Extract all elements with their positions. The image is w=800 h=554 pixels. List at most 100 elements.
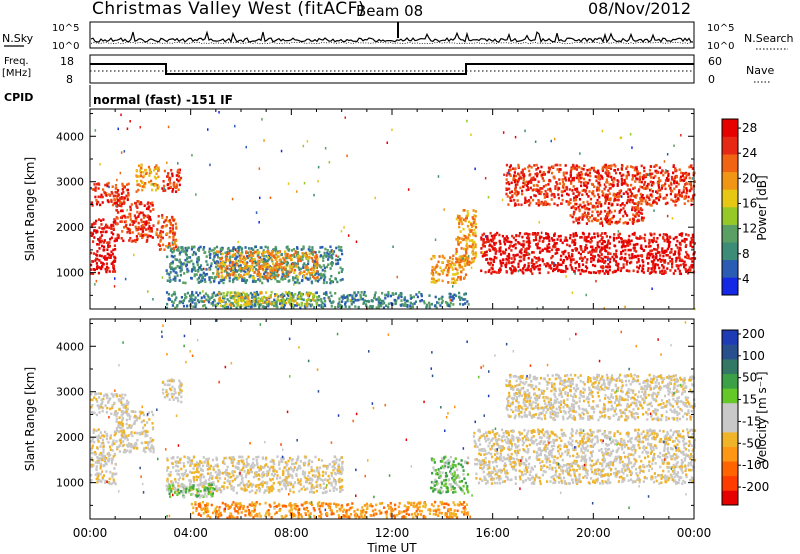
heat-cell — [627, 244, 630, 247]
heat-cell — [186, 257, 189, 260]
heat-cell — [109, 470, 112, 474]
heat-cell — [538, 246, 541, 250]
heat-cell — [205, 272, 209, 276]
heat-cell — [669, 236, 672, 239]
heat-cell — [466, 224, 470, 228]
heat-cell — [588, 208, 591, 211]
heat-cell — [292, 278, 295, 282]
heat-cell — [428, 306, 431, 309]
heat-cell — [648, 238, 651, 242]
heat-cell — [97, 472, 100, 475]
heat-cell — [266, 259, 269, 263]
heat-cell — [464, 302, 467, 305]
heat-cell — [120, 399, 123, 402]
heat-cell — [243, 259, 246, 262]
heat-cell — [178, 178, 181, 182]
heat-cell — [628, 218, 631, 221]
heat-cell — [162, 243, 165, 247]
heat-cell — [321, 245, 324, 249]
heat-cell — [387, 293, 390, 296]
heat-cell — [474, 243, 477, 246]
heat-cell — [658, 251, 661, 254]
heat-cell — [325, 254, 328, 258]
heat-cell — [124, 405, 127, 408]
heat-cell — [494, 233, 497, 236]
heat-cell — [612, 184, 615, 187]
heat-cell — [212, 291, 216, 295]
heat-cell — [149, 218, 152, 221]
heat-cell — [225, 257, 228, 261]
heat-cell — [600, 232, 604, 235]
heat-cell — [435, 279, 438, 283]
heat-cell — [635, 165, 638, 169]
heat-cell — [465, 214, 468, 218]
heat-cell — [537, 203, 541, 207]
heat-cell — [572, 258, 575, 261]
heat-cell — [234, 300, 237, 304]
heat-cell — [633, 186, 636, 189]
heat-cell — [379, 304, 383, 308]
heat-cell — [505, 261, 508, 265]
heat-cell — [149, 170, 152, 174]
heat-cell — [611, 203, 614, 207]
heat-cell — [346, 299, 349, 303]
heat-cell — [190, 247, 193, 251]
heat-cell — [455, 247, 458, 251]
heat-cell — [235, 257, 238, 261]
heat-cell — [570, 260, 573, 264]
heat-cell — [671, 257, 674, 261]
heat-cell — [678, 168, 681, 171]
heat-cell — [243, 303, 246, 306]
heat-cell — [581, 269, 584, 273]
heat-cell — [269, 253, 272, 256]
heat-cell — [650, 233, 653, 237]
heat-cell — [303, 254, 306, 257]
heat-cell — [163, 187, 166, 190]
heat-cell — [258, 267, 261, 270]
heat-cell — [652, 176, 655, 180]
heat-cell — [151, 182, 154, 186]
heat-cell — [253, 271, 256, 274]
heat-cell — [276, 280, 279, 283]
heat-cell — [691, 257, 694, 260]
heat-cell — [138, 202, 141, 206]
heat-cell — [546, 192, 549, 196]
heat-cell — [308, 293, 311, 296]
heat-cell — [532, 176, 535, 179]
heat-cell — [235, 276, 238, 279]
heat-cell — [237, 248, 240, 251]
heat-cell — [468, 220, 471, 224]
heat-cell — [537, 259, 540, 262]
heat-cell — [678, 269, 681, 273]
cpid-label: CPID — [4, 91, 33, 104]
heat-cell — [267, 304, 270, 308]
heat-cell — [465, 242, 468, 245]
heat-cell — [551, 165, 555, 168]
heat-cell — [467, 257, 470, 260]
heat-cell — [112, 455, 115, 458]
heat-cell — [531, 188, 534, 192]
heat-cell — [675, 175, 678, 179]
heat-cell — [601, 167, 604, 171]
heat-cell — [678, 241, 681, 245]
heat-cell — [599, 212, 602, 215]
heat-cell — [602, 192, 605, 195]
heat-cell — [563, 250, 566, 254]
heat-cell — [141, 224, 144, 227]
heat-cell — [233, 298, 237, 301]
heat-cell — [495, 256, 498, 260]
heat-cell — [586, 266, 589, 270]
heat-cell — [643, 183, 646, 186]
heat-cell — [152, 183, 154, 186]
heat-cell — [488, 263, 491, 266]
heat-cell — [463, 254, 466, 258]
heat-cell — [97, 392, 100, 395]
heat-cell — [159, 238, 162, 242]
heat-cell — [296, 262, 299, 265]
heat-cell — [311, 273, 314, 276]
heat-cell — [471, 257, 474, 261]
heat-cell — [91, 444, 94, 447]
heat-cell — [258, 274, 261, 278]
heat-cell — [284, 291, 287, 294]
heat-cell — [589, 202, 592, 205]
